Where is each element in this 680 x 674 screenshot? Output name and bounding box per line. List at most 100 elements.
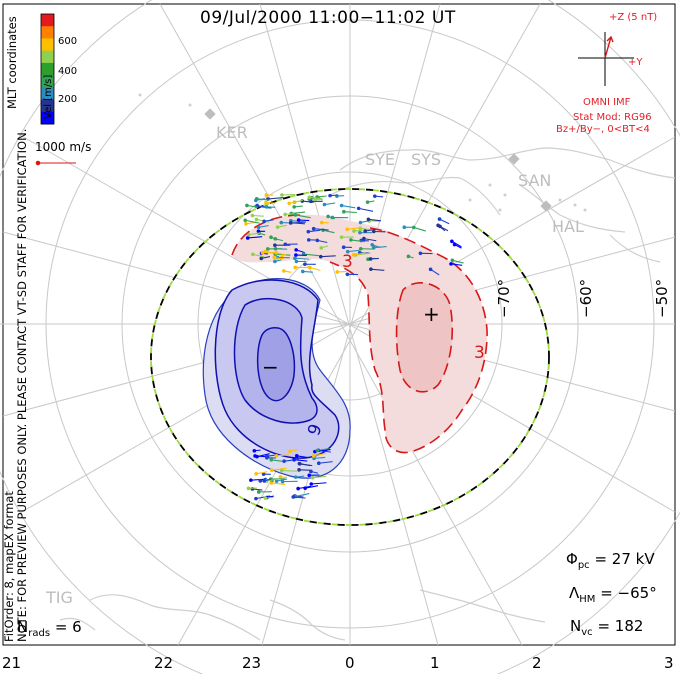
velocity-vector [294,257,309,260]
velocity-vector [350,239,366,243]
velocity-vector [368,218,382,222]
radar-site-hal: HAL [552,217,584,236]
fit-order-label: FitOrder: 8, mapEX format [2,491,16,642]
velocity-vector [355,252,371,256]
velocity-vector-origin [311,226,316,231]
lat-label-60: −60° [577,278,595,318]
velocity-vector-origin [363,229,367,233]
velocity-vector [293,496,306,499]
velocity-vector-origin [283,212,287,217]
coord-label: MLT coordinates [5,16,19,109]
velocity-vector [311,482,327,485]
velocity-vector [305,485,319,489]
preview-notice: NOTE: FOR PREVIEW PURPOSES ONLY. PLEASE … [15,128,29,642]
velocity-vector [257,205,271,209]
velocity-vector [358,207,374,212]
velocity-vector-origin [274,479,279,483]
velocity-vector [298,485,312,490]
velocity-vector-origin [254,217,259,222]
radar-site-sys: SYS [411,150,442,169]
velocity-vector [247,236,263,239]
velocity-vector-origin [449,262,453,266]
velocity-vector-origin [252,448,257,453]
velocity-vector [281,469,298,472]
velocity-vector-origin [297,461,302,466]
map-title: 09/Jul/2000 11:00−11:02 UT [200,8,456,28]
velocity-vector [308,229,321,233]
color-scale-tick-200: 200 [58,94,78,105]
mlt-label-2: 2 [532,654,542,672]
velocity-vector-origin [293,265,298,270]
color-scale-swatch [41,50,54,64]
velocity-vector [252,253,265,258]
velocity-vector-origin [345,249,350,254]
velocity-vector-origin [306,238,311,242]
velocity-vector [267,197,284,200]
velocity-vector-origin [307,195,312,200]
velocity-vector-origin [345,272,350,277]
velocity-vector [451,240,462,248]
nvc-stat: Nvc = 182 [570,617,644,638]
velocity-vector-origin [264,205,269,209]
velocity-vector-origin [264,200,268,205]
velocity-vector-origin [411,225,416,230]
velocity-vector-origin [265,455,269,460]
velocity-vector-origin [263,496,268,500]
velocity-vector [266,478,278,482]
velocity-vector [256,453,270,458]
velocity-vector [347,249,360,253]
imf-source: OMNI IMF [583,97,631,108]
velocity-vector-origin [272,255,277,260]
lambda-hm-stat: ΛHM = −65° [569,584,657,605]
velocity-vector [318,461,333,464]
velocity-vector-origin [282,269,286,273]
velocity-vector [320,255,336,258]
velocity-vector-origin [326,214,330,219]
velocity-vector-origin [450,239,454,244]
velocity-vector-origin [245,203,249,208]
velocity-vector [303,253,320,257]
velocity-vector-origin [283,242,288,247]
mlt-label-22: 22 [154,654,174,672]
velocity-vector-origin [349,238,353,242]
velocity-vector [314,456,326,459]
velocity-vector-origin [310,475,315,480]
velocity-vector-origin [450,258,455,263]
velocity-vector [302,200,314,203]
imf-vector [604,35,614,59]
positive-contour-label: 3 [474,343,485,363]
velocity-vector-origin [292,205,296,209]
velocity-vector-origin [296,218,301,222]
velocity-vector-origin [316,461,321,466]
velocity-vector-origin [262,219,266,224]
velocity-vector-origin [318,254,323,259]
color-scale-tick-400: 400 [58,66,78,77]
velocity-vector-origin [341,245,346,250]
velocity-vector-origin [269,235,273,240]
lat-label-70: −70° [495,278,513,318]
velocity-vector [252,214,264,217]
velocity-vector [413,226,427,232]
velocity-vector-origin [307,473,312,478]
velocity-vector-origin [256,229,261,234]
velocity-vector [313,228,329,231]
velocity-vector-origin [406,254,411,259]
velocity-vector-origin [251,252,255,257]
velocity-vector-origin [279,220,284,225]
velocity-vector [370,268,385,271]
velocity-vector-origin [258,479,263,483]
mlt-label-21: 21 [2,654,22,672]
color-scale-swatch [41,87,54,101]
imf-y-label: +Y [628,57,643,68]
velocity-vector-origin [315,238,320,243]
velocity-vector-origin [288,449,292,454]
velocity-vector-origin [244,221,248,226]
velocity-vector [347,227,361,230]
velocity-vector-origin [339,235,344,239]
velocity-vector-origin [243,218,248,223]
velocity-vector [256,471,268,475]
velocity-vector-origin [297,468,301,472]
velocity-vector-origin [418,251,423,256]
velocity-vector-origin [262,479,267,483]
